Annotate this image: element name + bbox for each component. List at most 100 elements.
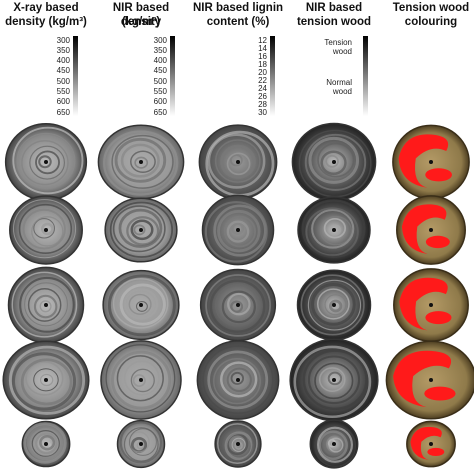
growth-ring [320,150,347,175]
growth-ring [311,208,355,249]
pith [332,378,336,382]
pith [44,228,48,232]
growth-ring [230,300,244,313]
growth-ring [311,283,356,326]
growth-ring [230,371,245,385]
growth-ring [11,271,78,338]
tension-wood-patch [425,311,452,325]
column-header: X-ray based [13,2,79,14]
growth-ring [314,424,357,467]
growth-ring [39,373,54,387]
pith [429,303,433,307]
growth-ring [318,430,348,461]
growth-ring [224,431,254,461]
growth-ring [112,278,169,329]
growth-ring [307,279,362,331]
growth-ring [133,224,146,236]
growth-ring [207,350,269,410]
pith [236,303,240,307]
scale-label: 450 [56,66,70,76]
scale-label: Tension wood [324,38,352,56]
growth-ring [231,437,246,452]
growth-ring [102,130,179,196]
tension-wood-patch [398,134,449,188]
growth-ring [109,201,174,258]
column-header: content (%) [206,16,270,28]
growth-ring [317,142,355,178]
scale-label: 600 [153,97,167,107]
pith [236,228,240,232]
pith [236,378,240,382]
pith [429,228,433,232]
growth-ring [227,292,251,316]
growth-ring [111,134,174,189]
growth-ring [316,288,350,320]
growth-ring [302,349,368,410]
growth-ring [217,209,261,253]
pith [139,228,143,232]
growth-ring [119,283,166,326]
growth-ring [39,434,56,451]
pith [429,442,433,446]
scale-label: 400 [56,56,70,66]
growth-ring [114,137,167,183]
growth-ring [226,220,250,243]
growth-ring [327,371,343,386]
growth-ring [231,222,245,235]
growth-ring [107,274,176,337]
colorbar [363,36,368,116]
growth-ring [319,215,353,246]
growth-ring [213,204,267,257]
growth-ring [202,345,274,414]
growth-ring [323,217,347,239]
colorbar [73,36,78,116]
scale-label: 300 [56,35,70,45]
scale-label: 22 [258,75,267,85]
growth-ring [33,218,56,239]
growth-ring [216,423,258,464]
growth-ring [33,368,59,392]
pith [429,160,433,164]
growth-ring [304,133,367,191]
growth-ring [220,144,256,179]
growth-ring [116,355,164,402]
column-header: (kg/m³) [121,16,161,28]
pith [236,442,240,446]
growth-ring [111,350,172,410]
growth-ring [123,360,160,396]
growth-ring [29,145,65,180]
growth-ring [33,294,58,319]
scale-label: 650 [153,107,167,117]
growth-ring [134,156,149,169]
scale-label: 300 [153,35,167,45]
scale-label: 350 [153,45,167,55]
growth-ring [130,150,156,174]
pith [44,442,48,446]
scale-label: 28 [258,99,267,109]
column-header: tension wood [296,16,372,28]
pith [139,160,143,164]
scale-label: 550 [56,86,70,96]
pith [139,442,143,446]
growth-ring [323,432,347,456]
growth-ring [12,126,84,195]
growth-ring [39,300,52,313]
growth-ring [11,352,77,411]
scale-label: 16 [258,51,267,61]
growth-ring [132,374,146,387]
growth-ring [221,290,256,324]
growth-ring [314,362,354,400]
pith [429,378,433,382]
growth-ring [318,367,346,393]
growth-ring [128,431,150,453]
scale-label: 450 [153,66,167,76]
growth-ring [135,300,148,312]
column-header: density (kg/m³) [5,16,87,28]
pith [44,160,48,164]
growth-ring [308,136,360,184]
tension-wood-patch [427,447,445,457]
growth-ring [128,293,152,315]
growth-ring [8,345,86,415]
